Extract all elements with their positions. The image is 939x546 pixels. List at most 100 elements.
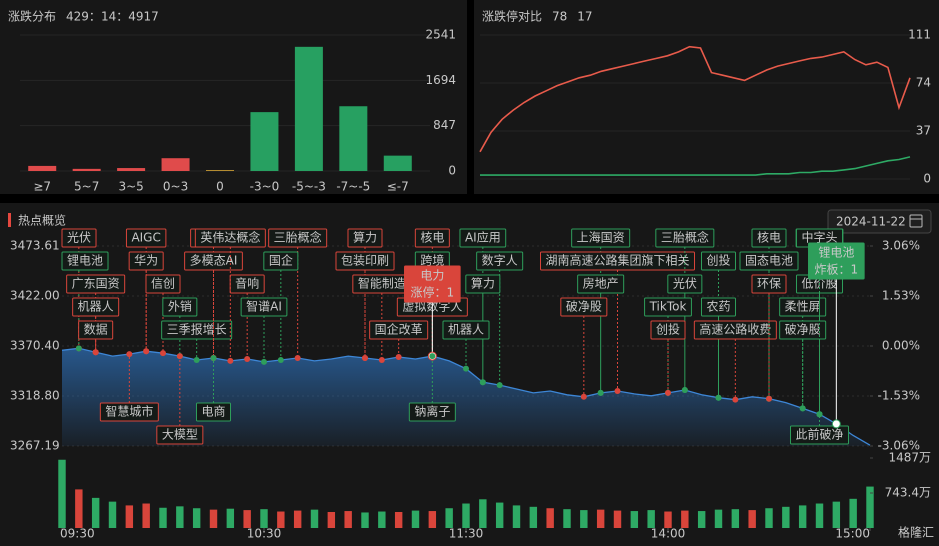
volume-bar xyxy=(563,509,571,528)
annotation-dot xyxy=(92,349,99,356)
annotation-dot xyxy=(227,357,234,364)
annotation-dot xyxy=(429,353,436,360)
annotation-dot xyxy=(580,393,587,400)
annotation-dot xyxy=(463,365,469,372)
topic-annotation: 数据 xyxy=(78,320,114,356)
calendar-icon[interactable] xyxy=(909,214,923,228)
volume-bar xyxy=(58,459,66,528)
topic-annotation: 环保 xyxy=(751,274,787,402)
annotation-dot xyxy=(160,350,166,357)
annotation-box xyxy=(577,274,625,294)
volume-bar xyxy=(378,511,386,528)
topic-annotation: 电商 xyxy=(195,355,232,422)
topic-annotation: 多模态AI xyxy=(184,251,243,362)
annotation-dot xyxy=(362,355,368,362)
topic-annotation: 湖南高速公路集团旗下相关 xyxy=(539,251,696,394)
x-tick-label: 09:30 xyxy=(60,527,95,541)
summary-count: 429 xyxy=(66,10,89,24)
panel-title: 涨跌停对比 xyxy=(482,9,542,24)
volume-bar xyxy=(159,507,167,528)
topic-label: TikTok xyxy=(649,300,687,314)
topic-label: 核电 xyxy=(420,231,444,245)
annotation-box xyxy=(404,265,461,303)
topic-annotation: 数字人 xyxy=(476,251,524,389)
topic-label: 大模型 xyxy=(162,428,198,442)
annotation-box xyxy=(739,251,799,271)
annotation-box xyxy=(240,297,288,317)
volume-bar xyxy=(731,509,740,528)
annotation-box xyxy=(263,251,299,271)
area-fill xyxy=(62,348,870,446)
annotation-detail: 涨停：1 xyxy=(411,285,455,300)
y-tick-label: 0 xyxy=(448,164,456,178)
summary-count: 78 xyxy=(552,10,567,24)
bar xyxy=(294,46,323,171)
topic-label: 固态电池 xyxy=(745,254,793,268)
topic-annotation: 锂电池 xyxy=(61,251,109,352)
topic-label: 国企 xyxy=(269,253,293,268)
volume-tick-label: 1487万 xyxy=(888,451,931,465)
annotation-dot xyxy=(614,387,621,394)
topic-annotation: 创投 xyxy=(650,320,686,396)
annotation-dot xyxy=(126,351,133,358)
summary-separator: ： xyxy=(116,10,128,24)
topic-label: 三胎概念 xyxy=(661,230,709,245)
volume-bar xyxy=(479,499,487,528)
topic-label: 高速公路收费 xyxy=(699,322,771,337)
annotation-dot xyxy=(479,379,486,386)
volume-bar xyxy=(714,509,723,528)
volume-bar xyxy=(782,506,790,528)
annotation-dot xyxy=(378,356,385,363)
annotation-box xyxy=(268,228,328,248)
volume-bar xyxy=(344,511,352,528)
volume-bar xyxy=(209,509,218,528)
topic-label: 中字头 xyxy=(801,230,837,245)
y-tick-label: 3473.61 xyxy=(10,239,60,253)
annotation-box xyxy=(560,297,608,317)
topic-label: 创投 xyxy=(656,322,680,337)
volume-bar xyxy=(125,505,134,528)
annotation-box xyxy=(459,228,507,248)
annotation-box xyxy=(751,228,787,248)
topic-annotation: 智慧城市 xyxy=(99,351,159,422)
topic-label: 光伏 xyxy=(67,231,91,245)
panel-limit-compare xyxy=(474,0,939,194)
annotation-dot xyxy=(176,353,183,360)
annotation-dot xyxy=(193,356,200,363)
topic-label: 华为 xyxy=(134,254,158,268)
topic-label: 机器人 xyxy=(448,323,484,337)
topic-label: 锂电池 xyxy=(818,245,854,260)
bar xyxy=(72,168,101,171)
y-tick-label: 3267.19 xyxy=(10,439,60,453)
y-tick-label: 2541 xyxy=(425,28,456,42)
volume-bar xyxy=(815,503,824,528)
topic-label: 柔性屏 xyxy=(785,300,821,314)
y-tick-label: 3422.00 xyxy=(10,289,60,303)
volume-tick-label: 743.4万 xyxy=(885,486,931,500)
annotation-dot xyxy=(277,356,284,363)
volume-bar xyxy=(310,509,319,528)
topic-annotation: 三胎概念 xyxy=(268,228,328,362)
x-tick-label: 14:00 xyxy=(651,527,686,541)
topic-label: 钠离子 xyxy=(414,404,450,419)
date-picker[interactable] xyxy=(827,209,932,234)
panel-title: 涨跌分布 xyxy=(8,9,56,24)
topic-label: 上海国资 xyxy=(577,230,625,245)
topic-annotation: 大模型 xyxy=(156,353,204,445)
topic-label: AI应用 xyxy=(465,230,501,245)
topic-annotation: 机器人 xyxy=(442,320,490,372)
topic-label: AIGC xyxy=(131,231,160,245)
topic-annotation: 三胎概念 xyxy=(655,228,715,393)
annotation-box xyxy=(125,228,167,248)
volume-bar xyxy=(361,512,369,528)
x-tick-label: -3~0 xyxy=(250,180,280,194)
topic-label: 创投 xyxy=(706,253,730,268)
annotation-box xyxy=(99,402,159,422)
volume-bar xyxy=(142,503,150,528)
bar xyxy=(117,168,146,171)
topic-label: 锂电池 xyxy=(67,253,103,268)
annotation-dot xyxy=(665,389,671,396)
volume-bar xyxy=(866,486,874,528)
annotation-dot xyxy=(261,358,267,365)
topic-label: 国企改革 xyxy=(375,322,423,337)
